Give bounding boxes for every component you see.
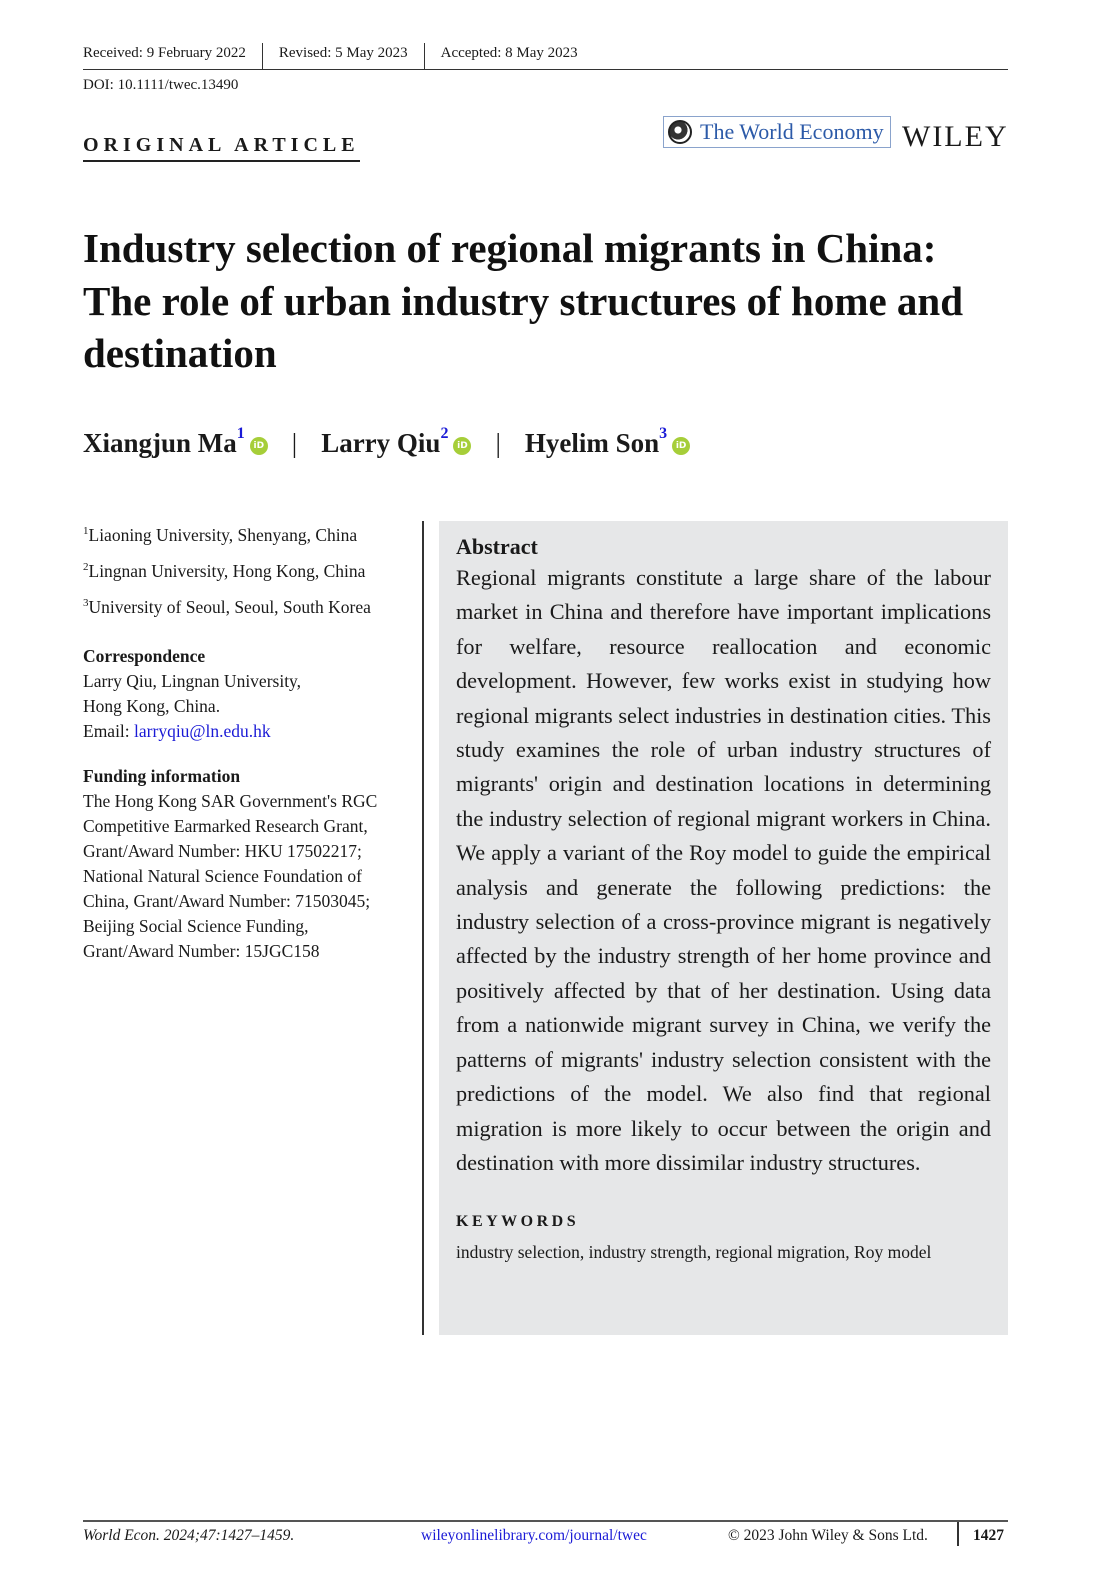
author[interactable]: Xiangjun Ma1iD — [83, 425, 268, 459]
funding-heading: Funding information — [83, 766, 241, 787]
author-list: Xiangjun Ma1iD | Larry Qiu2iD | Hyelim S… — [83, 425, 691, 459]
correspondence: Correspondence Larry Qiu, Lingnan Univer… — [83, 644, 413, 744]
author[interactable]: Hyelim Son3iD — [525, 425, 691, 459]
journal-name: The World Economy — [700, 119, 884, 144]
revised-date: Revised: 5 May 2023 — [263, 43, 425, 70]
sidebar-info: 1Liaoning University, Shenyang, China 2L… — [83, 515, 413, 964]
abstract-text: Regional migrants constitute a large sha… — [456, 565, 991, 1175]
footer-divider — [957, 1522, 959, 1546]
page-number: 1427 — [973, 1527, 1004, 1544]
article-title: Industry selection of regional migrants … — [83, 225, 964, 376]
received-date: Received: 9 February 2022 — [83, 43, 263, 70]
copyright: © 2023 John Wiley & Sons Ltd. — [728, 1527, 928, 1544]
funding-info: Funding information The Hong Kong SAR Go… — [83, 764, 413, 964]
orcid-icon[interactable]: iD — [249, 436, 268, 455]
keywords-text: industry selection, industry strength, r… — [456, 1242, 932, 1263]
correspondence-text: Larry Qiu, Lingnan University, Hong Kong… — [83, 671, 302, 717]
abstract-heading: Abstract — [456, 534, 538, 559]
author-separator: | — [291, 428, 298, 458]
correspondence-heading: Correspondence — [83, 646, 206, 667]
footer-rule — [83, 1520, 1008, 1522]
orcid-icon[interactable]: iD — [453, 436, 472, 455]
author[interactable]: Larry Qiu2iD — [321, 425, 472, 459]
doi[interactable]: DOI: 10.1111/twec.13490 — [83, 77, 239, 93]
citation: World Econ. 2024;47:1427–1459. — [83, 1527, 295, 1544]
author-separator: | — [495, 428, 501, 458]
funding-text: The Hong Kong SAR Government's RGC Compe… — [83, 791, 378, 962]
accepted-date: Accepted: 8 May 2023 — [440, 45, 578, 61]
article-type: ORIGINAL ARTICLE — [83, 134, 360, 162]
email-link[interactable]: larryqiu@ln.edu.hk — [134, 721, 271, 742]
article-history: Received: 9 February 2022 Revised: 5 May… — [83, 43, 1008, 70]
affiliation: 3University of Seoul, Seoul, South Korea — [83, 596, 371, 617]
affiliation: 1Liaoning University, Shenyang, China — [83, 524, 358, 545]
abstract-box: Abstract Regional migrants constitute a … — [439, 521, 1008, 1335]
journal-link[interactable]: wileyonlinelibrary.com/journal/twec — [421, 1527, 647, 1544]
affiliation: 2Lingnan University, Hong Kong, China — [83, 560, 366, 581]
publisher-logo: WILEY — [902, 120, 1009, 153]
globe-icon — [668, 120, 692, 144]
keywords-heading: KEYWORDS — [456, 1213, 580, 1231]
divider — [422, 521, 424, 1335]
journal-logo[interactable]: The World Economy — [663, 116, 891, 148]
orcid-icon[interactable]: iD — [672, 436, 691, 455]
